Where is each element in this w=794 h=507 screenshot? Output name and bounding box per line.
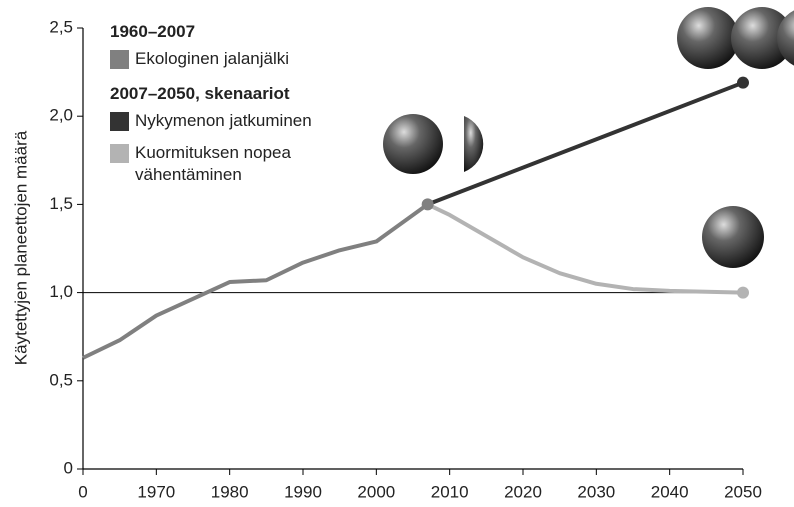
legend-label: Nykymenon jatkuminen [135,110,312,132]
legend-item: Kuormituksen nopea vähentäminen [110,142,350,186]
legend-heading: 1960–2007 [110,22,350,42]
y-tick-label: 1,5 [49,194,73,213]
legend: 1960–2007 Ekologinen jalanjälki 2007–2050,… [110,22,350,196]
x-tick-label: 2020 [504,482,542,501]
x-tick-label: 1990 [284,482,322,501]
legend-item: Ekologinen jalanjälki [110,48,350,70]
legend-label: Kuormituksen nopea vähentäminen [135,142,305,186]
globe-icon [464,116,483,172]
y-tick-label: 2,5 [49,17,73,36]
x-tick-label: 1970 [137,482,175,501]
x-tick-label: 2050 [724,482,762,501]
x-tick-label: 2010 [431,482,469,501]
legend-item: Nykymenon jatkuminen [110,110,350,132]
end-point [737,77,749,89]
y-tick-label: 1,0 [49,282,73,301]
x-tick-label: 0 [78,482,87,501]
y-tick-label: 0,5 [49,370,73,389]
legend-swatch [110,144,129,163]
globe-icon [702,206,764,268]
y-tick-label: 2,0 [49,106,73,125]
end-point [422,198,434,210]
globe-icons [383,7,794,268]
x-tick-label: 1980 [211,482,249,501]
y-tick-label: 0 [64,458,73,477]
page: Käytettyjen planeettojen määrä 0 0,5 1,0 1,… [0,0,794,507]
x-tick-label: 2040 [651,482,689,501]
globe-icon [383,114,443,174]
x-tick-label: 2000 [357,482,395,501]
globe-icon [677,7,739,69]
series-line [428,204,743,292]
end-point [737,287,749,299]
legend-swatch [110,112,129,131]
x-tick-label: 2030 [577,482,615,501]
legend-heading: 2007–2050, skenaariot [110,84,350,104]
legend-swatch [110,50,129,69]
series-line [83,204,428,357]
legend-label: Ekologinen jalanjälki [135,48,289,70]
y-axis-label: Käytettyjen planeettojen määrä [11,130,30,365]
